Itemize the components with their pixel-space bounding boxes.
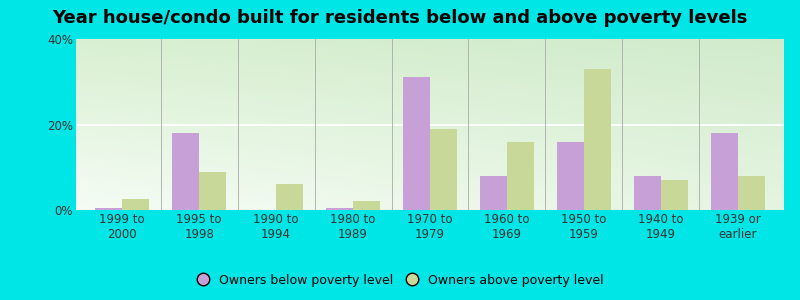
Text: Year house/condo built for residents below and above poverty levels: Year house/condo built for residents bel… [52, 9, 748, 27]
Bar [199, 172, 226, 210]
Bar [122, 199, 149, 210]
Bar [95, 208, 122, 210]
Bar [584, 69, 611, 210]
Bar [353, 202, 380, 210]
Bar [403, 77, 430, 210]
Bar [634, 176, 661, 210]
Bar [430, 129, 457, 210]
Bar [711, 133, 738, 210]
Bar [738, 176, 765, 210]
Bar [480, 176, 507, 210]
Bar [557, 142, 584, 210]
Bar [172, 133, 199, 210]
Bar [276, 184, 303, 210]
Bar [661, 180, 688, 210]
Bar [326, 208, 353, 210]
Legend: Owners below poverty level, Owners above poverty level: Owners below poverty level, Owners above… [193, 270, 607, 291]
Bar [507, 142, 534, 210]
